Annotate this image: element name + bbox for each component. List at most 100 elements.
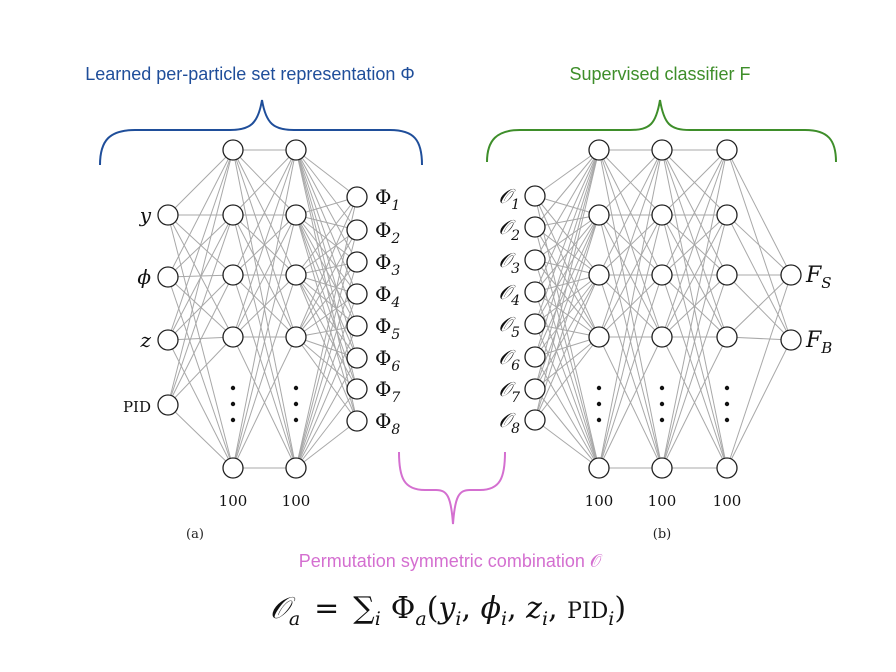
edge-left-in xyxy=(167,214,234,406)
left-hidden-size-2: 100 xyxy=(282,492,311,510)
right-input-label-3: 𝒪3 xyxy=(498,248,520,277)
edge-right-hidden1 xyxy=(598,149,663,276)
left-output-node-8 xyxy=(346,410,368,432)
left-hidden2-ellipsis xyxy=(293,417,299,423)
left-input-node-2 xyxy=(157,266,179,288)
eq-sum: ∑ xyxy=(353,591,375,626)
edge-left-out xyxy=(295,274,358,359)
edge-left-hidden xyxy=(232,336,297,469)
edge-right-in xyxy=(534,274,600,325)
left-output-label-5: Φ5 xyxy=(375,314,400,343)
left-input-node-1 xyxy=(157,204,179,226)
left-output-label-4: Φ4 xyxy=(375,282,400,311)
edge-left-out xyxy=(295,229,358,276)
right-hidden1-ellipsis xyxy=(596,401,602,407)
edge-left-hidden xyxy=(232,274,297,338)
right-input-node-5 xyxy=(524,313,546,335)
edge-right-in xyxy=(534,214,600,390)
edge-left-in xyxy=(167,276,234,469)
right-input-label-7: 𝒪7 xyxy=(498,377,520,406)
equation: 𝒪a = ∑i Φa(yi, ϕi, zi, PIDi) xyxy=(270,591,626,630)
eq-arg-phi: ϕ xyxy=(481,591,501,626)
right-title: Supervised classifier F xyxy=(569,64,750,84)
edge-left-in xyxy=(167,274,234,406)
edge-right-in xyxy=(534,149,600,358)
right-hidden1-node-1 xyxy=(588,139,610,161)
right-input-label-1: 𝒪1 xyxy=(498,184,520,213)
right-hidden1-node-3 xyxy=(588,264,610,286)
left-output-node-5 xyxy=(346,315,368,337)
eq-arg-z: z xyxy=(525,591,542,626)
edge-left-in xyxy=(167,336,234,341)
panel-label-a: (a) xyxy=(186,527,204,542)
edge-left-hidden xyxy=(232,149,297,216)
right-hidden1-ellipsis xyxy=(596,417,602,423)
right-input-node-8 xyxy=(524,409,546,431)
left-output-label-1: Φ1 xyxy=(375,185,400,214)
edge-right-in xyxy=(534,149,600,197)
right-input-node-4 xyxy=(524,281,546,303)
edge-right-in xyxy=(534,259,600,276)
left-brace xyxy=(99,99,423,166)
eq-arg-pid: PID xyxy=(567,599,608,624)
left-hidden2-node-3 xyxy=(285,264,307,286)
eq-phi: Φ xyxy=(391,591,416,626)
edge-right-in xyxy=(534,323,600,338)
right-input-label-8: 𝒪8 xyxy=(498,408,520,437)
edge-left-out xyxy=(295,325,358,469)
left-output-node-1 xyxy=(346,186,368,208)
edge-left-in xyxy=(167,404,234,469)
edge-left-hidden xyxy=(232,149,297,338)
edge-right-in xyxy=(534,419,600,469)
edge-left-in xyxy=(167,274,234,341)
right-hidden1-node-2 xyxy=(588,204,610,226)
left-output-node-6 xyxy=(346,347,368,369)
right-hidden1-ellipsis xyxy=(596,385,602,391)
eq-equals: = xyxy=(314,591,339,626)
edge-left-out xyxy=(295,196,358,469)
edge-right-hidden1 xyxy=(598,149,663,338)
edge-right-hidden1 xyxy=(598,149,663,216)
edge-right-hidden1 xyxy=(598,274,663,338)
edge-left-in xyxy=(167,149,234,216)
edge-right-hidden2 xyxy=(661,274,728,469)
right-input-label-2: 𝒪2 xyxy=(498,215,520,244)
edge-left-out xyxy=(295,214,358,295)
bottom-brace xyxy=(398,451,506,525)
edge-right-in xyxy=(534,274,600,421)
edge-left-out xyxy=(295,388,358,469)
left-hidden1-ellipsis xyxy=(230,385,236,391)
edge-right-in xyxy=(534,149,600,228)
right-hidden1-node-5 xyxy=(588,457,610,479)
right-hidden3-node-4 xyxy=(716,326,738,348)
edge-right-in xyxy=(534,356,600,469)
right-hidden2-node-4 xyxy=(651,326,673,348)
edge-right-out xyxy=(726,214,792,276)
edge-right-hidden1 xyxy=(598,274,663,469)
edge-left-out xyxy=(295,336,358,390)
right-output-label-2: FB xyxy=(805,328,832,357)
left-hidden1-node-2 xyxy=(222,204,244,226)
eq-lhs-sub: a xyxy=(289,608,300,630)
edge-left-in xyxy=(167,214,234,469)
left-input-label-1: y xyxy=(139,203,152,227)
edge-left-in xyxy=(167,149,234,406)
edge-left-out xyxy=(295,336,358,422)
left-hidden-size-1: 100 xyxy=(219,492,248,510)
right-output-label-1: FS xyxy=(805,263,832,292)
right-hidden3-node-5 xyxy=(716,457,738,479)
edge-right-hidden2 xyxy=(661,149,728,338)
right-input-node-1 xyxy=(524,185,546,207)
edge-right-out xyxy=(726,336,792,341)
left-output-label-3: Φ3 xyxy=(375,250,400,279)
right-hidden2-ellipsis xyxy=(659,385,665,391)
edge-right-in xyxy=(534,226,600,338)
edge-right-out xyxy=(726,214,792,341)
edge-right-in xyxy=(534,149,600,293)
edge-left-out xyxy=(295,149,358,231)
left-output-label-7: Φ7 xyxy=(375,377,400,406)
left-hidden1-ellipsis xyxy=(230,401,236,407)
edge-left-out xyxy=(295,274,358,327)
edge-left-hidden xyxy=(232,214,297,469)
